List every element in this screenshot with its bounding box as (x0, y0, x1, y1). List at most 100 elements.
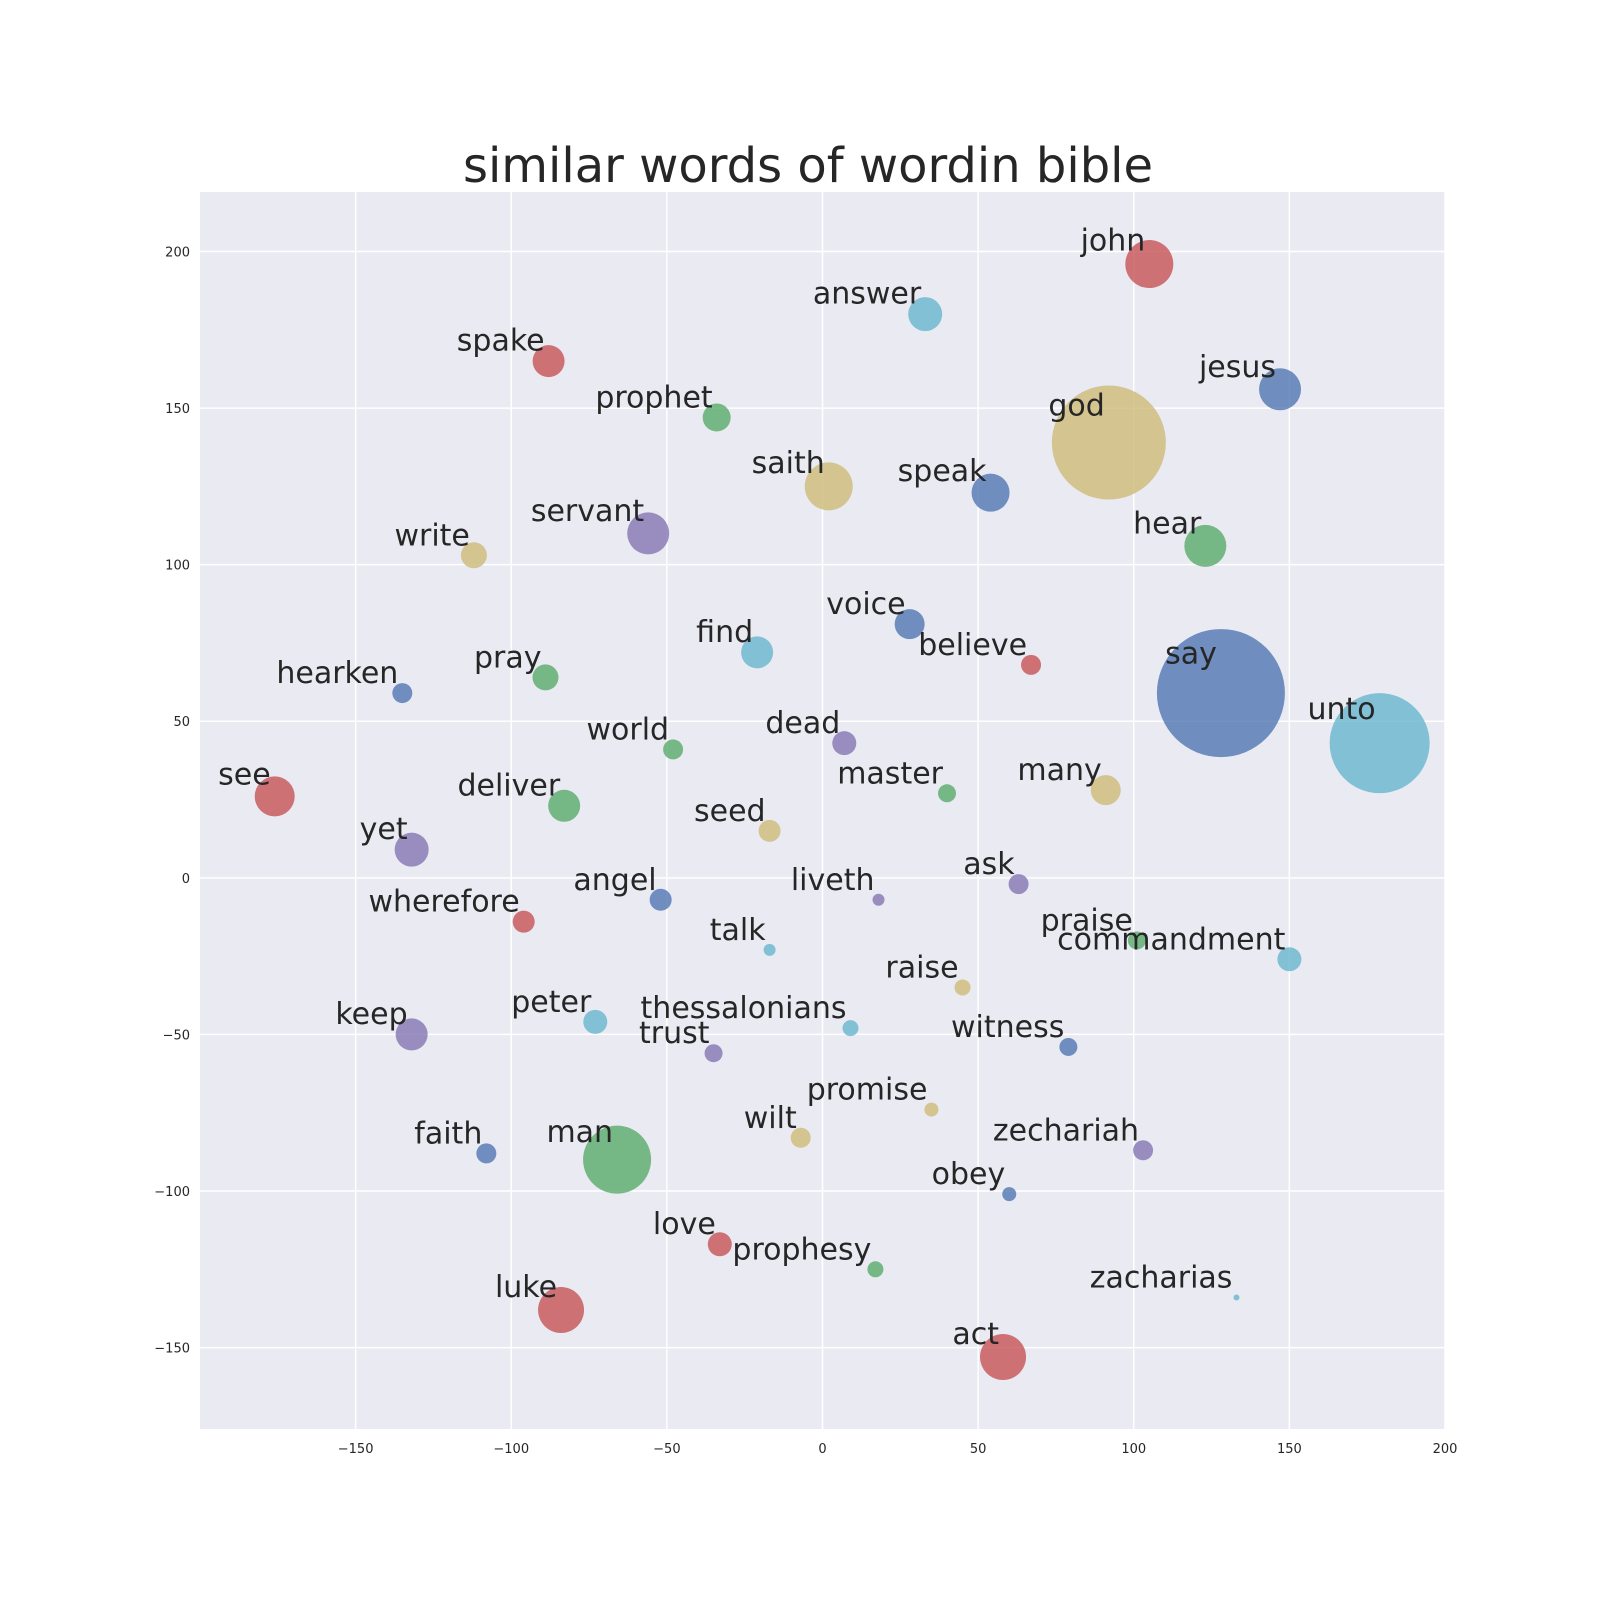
word-label-hear: hear (1133, 506, 1202, 541)
word-bubble-find (741, 636, 774, 669)
y-tick-label: −150 (154, 1342, 190, 1357)
word-label-world: world (586, 712, 669, 747)
x-tick-label: 100 (1121, 1442, 1146, 1457)
word-bubble-wherefore (512, 910, 535, 933)
word-bubble-faith (476, 1143, 497, 1164)
word-bubble-zechariah (1133, 1140, 1154, 1161)
word-label-servant: servant (531, 494, 645, 529)
y-tick-label: 200 (165, 246, 190, 261)
word-bubble-peter (583, 1009, 608, 1034)
y-tick-label: 50 (173, 715, 190, 730)
word-label-jesus: jesus (1198, 350, 1276, 385)
word-label-peter: peter (511, 985, 592, 1020)
word-bubble-voice (894, 609, 925, 640)
word-bubble-answer (908, 297, 943, 332)
word-label-faith: faith (414, 1116, 482, 1151)
word-bubble-see (254, 776, 295, 817)
word-label-spake: spake (457, 324, 545, 359)
y-tick-label: 0 (182, 872, 190, 887)
word-bubble-commandment (1277, 947, 1302, 972)
word-label-zacharias: zacharias (1090, 1260, 1233, 1295)
word-label-zechariah: zechariah (993, 1113, 1139, 1148)
word-label-write: write (394, 518, 469, 553)
word-bubble-yet (394, 832, 429, 867)
word-bubble-john (1125, 240, 1174, 289)
x-tick-label: −100 (493, 1442, 529, 1457)
word-bubble-hear (1184, 524, 1227, 567)
word-bubble-many (1090, 775, 1121, 806)
word-label-wherefore: wherefore (369, 885, 520, 920)
grid-lines (200, 192, 1446, 1429)
word-label-talk: talk (710, 913, 766, 948)
word-label-praise: praise (1041, 903, 1133, 938)
word-label-liveth: liveth (791, 863, 875, 898)
word-bubble-god (1051, 385, 1166, 500)
word-bubble-servant (627, 512, 670, 555)
word-bubble-act (980, 1333, 1027, 1380)
word-label-master: master (837, 756, 943, 791)
word-bubble-prophesy (867, 1261, 884, 1278)
word-bubble-keep (395, 1018, 428, 1051)
word-bubble-promise (924, 1102, 939, 1117)
word-bubble-angel (649, 888, 672, 911)
word-label-commandment: commandment (1057, 922, 1285, 957)
word-label-keep: keep (335, 997, 407, 1032)
word-label-thessalonians: thessalonians (641, 991, 847, 1026)
word-bubble-ask (1008, 874, 1029, 895)
word-label-believe: believe (918, 628, 1027, 663)
word-bubble-obey (1002, 1187, 1017, 1202)
word-label-speak: speak (898, 454, 988, 489)
y-tick-label: 150 (165, 402, 190, 417)
word-label-yet: yet (360, 812, 408, 847)
word-label-trust: trust (639, 1016, 710, 1051)
x-tick-label: 0 (818, 1442, 826, 1457)
word-bubble-pray (532, 664, 559, 691)
word-bubble-believe (1021, 654, 1042, 675)
word-label-promise: promise (807, 1073, 928, 1108)
word-label-hearken: hearken (276, 656, 398, 691)
word-bubble-love (707, 1232, 732, 1257)
word-bubble-hearken (392, 683, 413, 704)
x-tick-label: −150 (338, 1442, 374, 1457)
word-bubble-jesus (1259, 368, 1302, 411)
word-label-wilt: wilt (744, 1101, 797, 1136)
word-label-see: see (218, 757, 271, 792)
word-label-love: love (653, 1207, 716, 1242)
word-bubble-talk (763, 943, 776, 956)
word-label-deliver: deliver (457, 768, 560, 803)
word-label-say: say (1165, 636, 1217, 671)
word-label-angel: angel (573, 863, 656, 898)
word-label-seed: seed (694, 794, 766, 829)
word-label-god: god (1048, 389, 1104, 424)
word-label-dead: dead (765, 706, 840, 741)
word-label-find: find (696, 615, 753, 650)
word-bubble-thessalonians (842, 1020, 859, 1037)
x-tick-label: 200 (1433, 1442, 1458, 1457)
word-bubble-master (938, 784, 956, 803)
word-bubble-prophet (702, 403, 731, 432)
y-tick-label: −100 (154, 1185, 190, 1200)
word-bubble-dead (832, 731, 857, 756)
y-tick-label: 100 (165, 559, 190, 574)
word-label-ask: ask (963, 847, 1015, 882)
word-label-prophet: prophet (595, 380, 713, 415)
word-label-prophesy: prophesy (732, 1232, 871, 1267)
word-bubble-saith (804, 462, 853, 511)
word-label-many: many (1017, 753, 1101, 788)
word-bubble-liveth (872, 893, 885, 906)
word-label-voice: voice (826, 587, 905, 622)
y-tick-label: −50 (163, 1028, 190, 1043)
word-bubble-wilt (790, 1127, 811, 1148)
word-bubble-trust (704, 1044, 723, 1063)
word-bubbles (254, 240, 1430, 1380)
x-tick-label: 150 (1277, 1442, 1302, 1457)
word-bubble-write (460, 542, 487, 569)
word-label-act: act (952, 1317, 999, 1352)
word-label-luke: luke (495, 1270, 557, 1305)
word-bubble-seed (758, 819, 781, 842)
word-label-unto: unto (1307, 692, 1375, 727)
word-label-obey: obey (932, 1157, 1006, 1192)
word-label-john: john (1080, 223, 1146, 258)
word-label-man: man (546, 1115, 613, 1150)
